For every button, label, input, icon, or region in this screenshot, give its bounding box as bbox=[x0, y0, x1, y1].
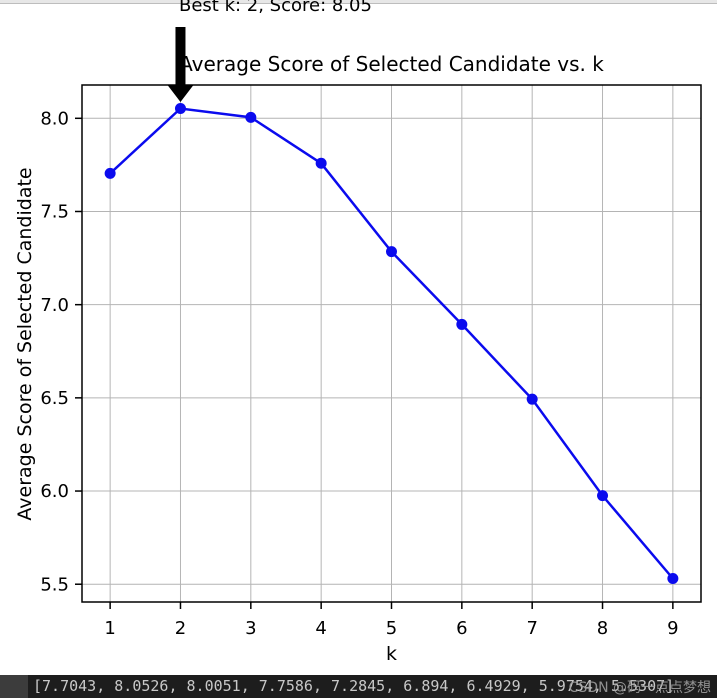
data-point-marker bbox=[386, 246, 397, 258]
data-point-marker bbox=[104, 167, 116, 179]
data-point-marker bbox=[667, 572, 679, 584]
y-tick-label: 6.0 bbox=[40, 481, 69, 502]
x-tick-label: 3 bbox=[245, 618, 256, 639]
best-k-annotation-label: Best k: 2, Score: 8.05 bbox=[179, 0, 372, 16]
data-point-marker bbox=[174, 103, 186, 115]
data-point-marker bbox=[526, 393, 538, 405]
top-border-strip bbox=[0, 0, 717, 4]
data-point-marker bbox=[456, 318, 468, 330]
console-output-values: [7.7043, 8.0526, 8.0051, 7.7586, 7.2845,… bbox=[33, 677, 675, 695]
x-tick-label: 1 bbox=[104, 618, 115, 639]
data-point-marker bbox=[315, 157, 327, 169]
chart-title: Average Score of Selected Candidate vs. … bbox=[179, 52, 604, 76]
x-tick-label: 8 bbox=[597, 618, 608, 639]
data-point-marker bbox=[597, 490, 609, 502]
y-tick-label: 5.5 bbox=[40, 574, 69, 595]
csdn-watermark: CSDN @码一点点梦想 bbox=[568, 680, 711, 696]
x-tick-label: 2 bbox=[175, 618, 186, 639]
x-axis-label: k bbox=[385, 643, 397, 665]
y-tick-label: 7.5 bbox=[40, 202, 69, 223]
x-tick-label: 6 bbox=[456, 618, 467, 639]
x-tick-label: 5 bbox=[386, 618, 397, 639]
line-chart-plot-area: 1 2 3 4 5 6 7 8 9 8.0 7.5 7.0 6.5 6.0 5.5 bbox=[40, 27, 702, 639]
y-tick-label: 8.0 bbox=[40, 108, 69, 129]
y-tick-label: 6.5 bbox=[40, 388, 69, 409]
x-tick-label: 4 bbox=[315, 618, 326, 639]
console-gutter bbox=[0, 675, 28, 698]
x-tick-label: 7 bbox=[526, 618, 537, 639]
data-point-marker bbox=[245, 111, 257, 123]
console-output-bar: [7.7043, 8.0526, 8.0051, 7.7586, 7.2845,… bbox=[0, 675, 717, 698]
y-tick-label: 7.0 bbox=[40, 295, 69, 316]
annotation-arrow-icon bbox=[167, 27, 194, 103]
x-tick-label: 9 bbox=[667, 618, 678, 639]
